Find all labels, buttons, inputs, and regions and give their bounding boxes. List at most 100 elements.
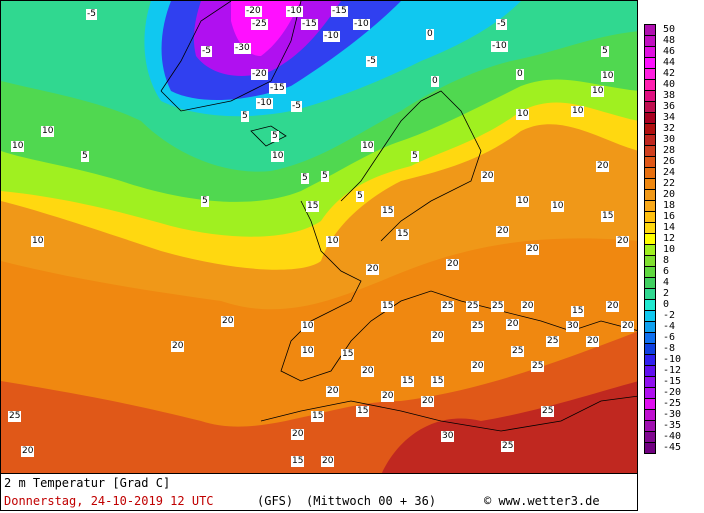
legend-label: -4 (663, 321, 676, 332)
contour-label: 15 (396, 229, 410, 240)
legend-label: 30 (663, 134, 676, 145)
model-run: (Mittwoch 00 + 36) (306, 494, 437, 508)
legend-label: -6 (663, 332, 676, 343)
contour-label: 15 (306, 201, 320, 212)
legend-label: 14 (663, 222, 676, 233)
contour-label: 10 (601, 71, 615, 82)
contour-label: 5 (241, 111, 249, 122)
legend-label: 38 (663, 90, 676, 101)
contour-label: 0 (426, 29, 434, 40)
contour-label: 20 (21, 446, 35, 457)
contour-label: -5 (496, 19, 507, 30)
variable-title: 2 m Temperatur [Grad C] (4, 476, 171, 490)
contour-label: 15 (341, 349, 355, 360)
contour-label: 10 (301, 346, 315, 357)
legend-label: 12 (663, 233, 676, 244)
legend-label: -30 (663, 409, 682, 420)
legend-label: 0 (663, 299, 670, 310)
contour-label: 20 (421, 396, 435, 407)
legend-label: 4 (663, 277, 670, 288)
contour-label: 25 (501, 441, 515, 452)
contour-label: 10 (326, 236, 340, 247)
legend-label: -15 (663, 376, 682, 387)
contour-label: 15 (356, 406, 370, 417)
legend-label: -8 (663, 343, 676, 354)
legend-label: 20 (663, 189, 676, 200)
temperature-map: -20 -25 -10 -15 -15 -10 -5 -30 -5 -20 -15 -10 -5 -10 0… (0, 0, 638, 474)
legend-label: 18 (663, 200, 676, 211)
legend-label: -2 (663, 310, 676, 321)
contour-label: 15 (571, 306, 585, 317)
contour-label: -5 (366, 56, 377, 67)
caption: 2 m Temperatur [Grad C] Donnerstag, 24-1… (0, 474, 638, 511)
contour-label: 30 (566, 321, 580, 332)
contour-label: 5 (301, 173, 309, 184)
contour-label: 10 (31, 236, 45, 247)
contour-label: 25 (531, 361, 545, 372)
contour-label: 20 (326, 386, 340, 397)
contour-label: -20 (251, 69, 268, 80)
contour-label: 10 (361, 141, 375, 152)
legend-swatch (644, 442, 656, 454)
legend-label: -12 (663, 365, 682, 376)
band-30 (382, 381, 637, 473)
contour-label: -25 (251, 19, 268, 30)
legend-label: -45 (663, 442, 682, 453)
contour-label: 25 (441, 301, 455, 312)
contour-label: 10 (516, 196, 530, 207)
contour-label: 0 (516, 69, 524, 80)
contour-label: 20 (506, 319, 520, 330)
contour-label: 5 (81, 151, 89, 162)
contour-label: -10 (323, 31, 340, 42)
contour-label: 5 (601, 46, 609, 57)
contour-label: 20 (321, 456, 335, 467)
legend-label: -35 (663, 420, 682, 431)
contour-label: 25 (546, 336, 560, 347)
contour-label: 5 (356, 191, 364, 202)
legend-label: 40 (663, 79, 676, 90)
contour-label: -10 (491, 41, 508, 52)
contour-label: 25 (8, 411, 22, 422)
copyright: © www.wetter3.de (484, 494, 600, 508)
contour-label: 20 (526, 244, 540, 255)
contour-label: 20 (481, 171, 495, 182)
contour-label: 20 (521, 301, 535, 312)
legend-label: 48 (663, 35, 676, 46)
legend-label: 22 (663, 178, 676, 189)
legend-label: -25 (663, 398, 682, 409)
legend-label: 42 (663, 68, 676, 79)
contour-label: -5 (201, 46, 212, 57)
contour-label: -15 (269, 83, 286, 94)
contour-label: 20 (596, 161, 610, 172)
contour-label: -20 (245, 6, 262, 17)
legend-label: 26 (663, 156, 676, 167)
valid-time: Donnerstag, 24-10-2019 12 UTC (4, 494, 214, 508)
contour-label: 20 (446, 259, 460, 270)
contour-label: 20 (616, 236, 630, 247)
legend-label: -20 (663, 387, 682, 398)
coastlines (160, 1, 637, 432)
contour-label: -15 (331, 6, 348, 17)
contour-label: 20 (366, 264, 380, 275)
contour-label: 15 (601, 211, 615, 222)
contour-label: 5 (271, 131, 279, 142)
contour-label: 10 (551, 201, 565, 212)
contour-labels: -20 -25 -10 -15 -15 -10 -5 -30 -5 -20 -15 -10 -5 -10 0… (1, 1, 637, 473)
contour-label: 5 (321, 171, 329, 182)
contour-label: 20 (171, 341, 185, 352)
contour-label: 15 (381, 301, 395, 312)
contour-label: 20 (291, 429, 305, 440)
contour-label: 25 (511, 346, 525, 357)
contour-label: -15 (301, 19, 318, 30)
contour-label: 15 (291, 456, 305, 467)
legend-label: 46 (663, 46, 676, 57)
legend-label: 6 (663, 266, 670, 277)
contour-label: 15 (381, 206, 395, 217)
legend-label: -10 (663, 354, 682, 365)
color-legend: 50 48 46 44 42 40 38 36 34 32 30 28 26 24 22 20 18 16 14 12… (641, 24, 704, 460)
contour-label: 15 (311, 411, 325, 422)
contour-label: 20 (361, 366, 375, 377)
legend-label: 16 (663, 211, 676, 222)
legend-label: 2 (663, 288, 670, 299)
